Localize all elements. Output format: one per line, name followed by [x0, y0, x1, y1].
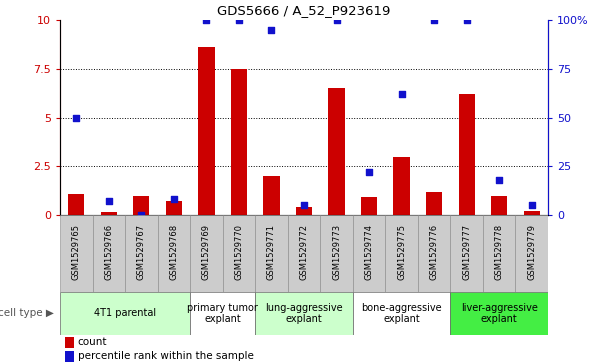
Text: bone-aggressive
explant: bone-aggressive explant: [361, 303, 442, 324]
Bar: [483, 215, 516, 292]
Bar: [68, 193, 84, 215]
Point: [202, 17, 211, 23]
Text: GSM1529766: GSM1529766: [104, 224, 113, 280]
Text: GSM1529771: GSM1529771: [267, 224, 276, 280]
Bar: [458, 94, 475, 215]
Bar: [255, 292, 353, 335]
Bar: [255, 215, 288, 292]
Bar: [394, 156, 409, 215]
Text: GSM1529767: GSM1529767: [137, 224, 146, 280]
Point: [104, 199, 113, 204]
Text: GSM1529777: GSM1529777: [462, 224, 471, 280]
Text: GSM1529773: GSM1529773: [332, 224, 341, 280]
Point: [234, 17, 244, 23]
Bar: [101, 212, 117, 215]
Bar: [450, 215, 483, 292]
Text: percentile rank within the sample: percentile rank within the sample: [77, 351, 254, 361]
Bar: [60, 215, 93, 292]
Bar: [516, 215, 548, 292]
Point: [430, 17, 439, 23]
Bar: [491, 196, 507, 215]
Point: [527, 202, 536, 208]
Title: GDS5666 / A_52_P923619: GDS5666 / A_52_P923619: [217, 4, 391, 17]
Bar: [523, 211, 540, 215]
Bar: [60, 292, 190, 335]
Bar: [65, 337, 74, 348]
Text: GSM1529778: GSM1529778: [494, 224, 504, 280]
Point: [365, 169, 374, 175]
Text: GSM1529765: GSM1529765: [72, 224, 81, 280]
Bar: [65, 351, 74, 362]
Bar: [263, 176, 280, 215]
Bar: [222, 215, 255, 292]
Bar: [361, 197, 377, 215]
Text: GSM1529769: GSM1529769: [202, 224, 211, 280]
Bar: [166, 201, 182, 215]
Bar: [450, 292, 548, 335]
Bar: [231, 69, 247, 215]
Bar: [125, 215, 158, 292]
Text: GSM1529779: GSM1529779: [527, 224, 536, 280]
Text: GSM1529776: GSM1529776: [430, 224, 438, 280]
Bar: [190, 292, 255, 335]
Bar: [320, 215, 353, 292]
Text: count: count: [77, 337, 107, 347]
Point: [267, 27, 276, 33]
Bar: [296, 207, 312, 215]
Point: [462, 17, 471, 23]
Text: lung-aggressive
explant: lung-aggressive explant: [265, 303, 343, 324]
Bar: [133, 196, 149, 215]
Point: [71, 115, 81, 121]
Text: GSM1529774: GSM1529774: [365, 224, 373, 280]
Point: [332, 17, 341, 23]
Point: [397, 91, 407, 97]
Text: GSM1529772: GSM1529772: [300, 224, 309, 280]
Bar: [353, 292, 450, 335]
Bar: [353, 215, 385, 292]
Point: [494, 177, 504, 183]
Point: [169, 196, 179, 202]
Bar: [385, 215, 418, 292]
Text: GSM1529770: GSM1529770: [234, 224, 244, 280]
Text: primary tumor
explant: primary tumor explant: [187, 303, 258, 324]
Point: [137, 212, 146, 218]
Point: [299, 202, 309, 208]
Text: cell type ▶: cell type ▶: [0, 309, 54, 318]
Bar: [190, 215, 222, 292]
Bar: [158, 215, 190, 292]
Bar: [418, 215, 450, 292]
Bar: [198, 47, 215, 215]
Bar: [329, 88, 345, 215]
Text: liver-aggressive
explant: liver-aggressive explant: [461, 303, 537, 324]
Bar: [93, 215, 125, 292]
Text: GSM1529768: GSM1529768: [169, 224, 178, 280]
Bar: [288, 215, 320, 292]
Text: GSM1529775: GSM1529775: [397, 224, 406, 280]
Text: 4T1 parental: 4T1 parental: [94, 309, 156, 318]
Bar: [426, 192, 442, 215]
